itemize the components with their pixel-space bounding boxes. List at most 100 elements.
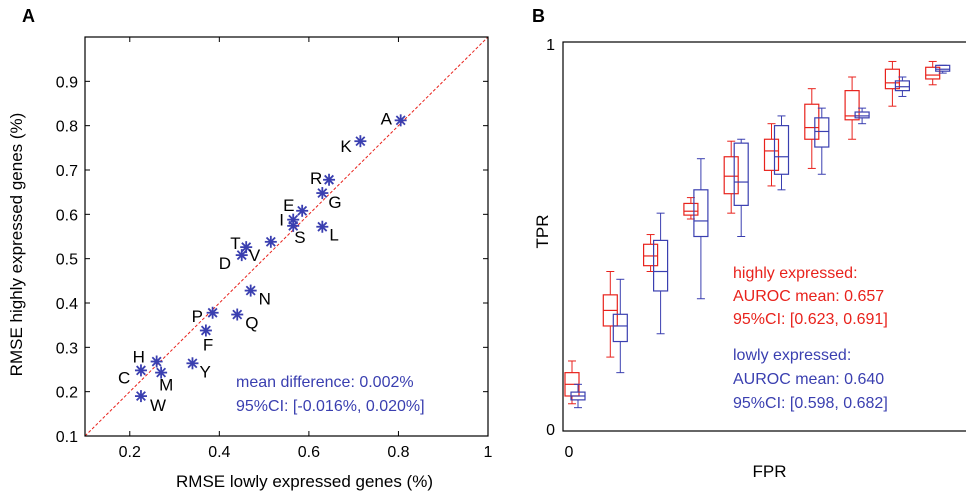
boxplot-lowly bbox=[733, 138, 749, 237]
legend-highly-title: highly expressed: bbox=[733, 265, 858, 282]
x-tick-label: 1 bbox=[484, 444, 493, 461]
y-axis-label-a: RMSE highly expressed genes (%) bbox=[7, 113, 26, 377]
point-label: F bbox=[203, 335, 213, 354]
point-label: C bbox=[118, 368, 130, 387]
point-label: V bbox=[249, 246, 261, 265]
scatter-points: A KRG EIS L TD V N P Q F HC M Y W bbox=[118, 109, 407, 415]
boxplot-highly bbox=[564, 360, 580, 405]
y-tick-label: 1 bbox=[546, 37, 555, 54]
panel-label-a: A bbox=[22, 6, 35, 26]
y-axis-ticks-a: 0.1 0.2 0.3 0.4 0.5 0.6 0.7 0.8 0.9 bbox=[56, 74, 488, 446]
y-tick-label: 0.2 bbox=[56, 385, 78, 402]
y-tick-label: 0.6 bbox=[56, 207, 78, 224]
point-label: E bbox=[283, 196, 294, 215]
data-point bbox=[244, 284, 257, 297]
x-axis-label-b: FPR bbox=[753, 462, 787, 481]
data-point bbox=[354, 135, 367, 148]
boxplot-lowly bbox=[773, 115, 790, 191]
point-label: R bbox=[310, 169, 322, 188]
point-label: D bbox=[219, 254, 231, 273]
point-label: G bbox=[328, 193, 341, 212]
y-tick-label: 0.9 bbox=[56, 74, 78, 91]
point-label: A bbox=[381, 109, 393, 128]
boxplot-highly bbox=[804, 88, 820, 169]
boxplots bbox=[564, 60, 951, 409]
data-point bbox=[287, 219, 300, 232]
plot-frame-b bbox=[562, 41, 966, 432]
identity-line bbox=[84, 36, 489, 437]
point-label: T bbox=[230, 234, 240, 253]
boxplot-highly bbox=[683, 197, 699, 220]
y-tick-label: 0.3 bbox=[56, 340, 78, 357]
point-label: P bbox=[192, 307, 203, 326]
point-label: Q bbox=[245, 314, 258, 333]
boxplot-highly bbox=[642, 234, 659, 273]
boxplot-lowly bbox=[693, 158, 709, 300]
point-label: M bbox=[159, 376, 173, 395]
x-tick-label: 0.8 bbox=[387, 444, 409, 461]
boxplot-highly bbox=[602, 271, 618, 358]
boxplot-lowly bbox=[652, 212, 669, 335]
point-label: S bbox=[294, 228, 305, 247]
boxplot-lowly bbox=[935, 64, 951, 74]
legend-highly-auroc: AUROC mean: 0.657 bbox=[733, 288, 884, 305]
y-tick-label: 0.4 bbox=[56, 296, 78, 313]
y-tick-label: 0.5 bbox=[56, 252, 78, 269]
point-label: L bbox=[329, 226, 338, 245]
annotation-confidence-interval: 95%CI: [-0.016%, 0.020%] bbox=[236, 398, 425, 415]
point-label: N bbox=[259, 290, 271, 309]
data-point bbox=[235, 249, 248, 262]
data-point bbox=[134, 390, 147, 403]
boxplot-highly bbox=[925, 60, 941, 86]
data-point bbox=[264, 235, 277, 248]
x-axis-label-a: RMSE lowly expressed genes (%) bbox=[176, 472, 433, 491]
data-point bbox=[199, 324, 212, 337]
plot-frame-a bbox=[84, 36, 489, 437]
x-axis-ticks-a: 0.2 0.4 0.6 0.8 1 bbox=[119, 37, 493, 461]
data-point bbox=[155, 366, 168, 379]
point-label: I bbox=[279, 211, 284, 230]
y-tick-label: 0.1 bbox=[56, 429, 78, 446]
point-label: Y bbox=[199, 362, 210, 381]
boxplot-lowly bbox=[612, 278, 628, 374]
point-label: W bbox=[150, 396, 166, 415]
axis-ticks-b: 00 1 bbox=[546, 37, 573, 461]
roc-boxplot-panel: 00 1 FPR TPR highly expressed: AUROC mean… bbox=[533, 37, 966, 481]
x-tick-label: 0.4 bbox=[208, 444, 230, 461]
legend-lowly-ci: 95%CI: [0.598, 0.682] bbox=[733, 395, 888, 412]
boxplot-lowly bbox=[814, 107, 830, 175]
data-point bbox=[394, 114, 407, 127]
boxplot-lowly bbox=[894, 76, 911, 97]
x-tick-label: 0.6 bbox=[298, 444, 320, 461]
data-point bbox=[240, 241, 253, 254]
data-point bbox=[316, 187, 329, 200]
data-point bbox=[150, 355, 163, 368]
x-tick-label: 0.2 bbox=[119, 444, 141, 461]
data-point bbox=[186, 357, 199, 370]
boxplot-lowly bbox=[570, 383, 586, 409]
data-point bbox=[134, 364, 147, 377]
point-label: H bbox=[133, 348, 145, 367]
boxplot-highly bbox=[884, 60, 901, 107]
boxplot-lowly bbox=[854, 107, 870, 125]
boxplot-highly bbox=[763, 123, 780, 187]
legend-lowly-title: lowly expressed: bbox=[733, 347, 851, 364]
y-tick-label: 0.7 bbox=[56, 163, 78, 180]
data-point bbox=[231, 308, 244, 321]
y-axis-label-b: TPR bbox=[533, 215, 552, 249]
annotation-mean-difference: mean difference: 0.002% bbox=[236, 374, 414, 391]
y-tick-label: 0.8 bbox=[56, 119, 78, 136]
x-tick-label: 0 bbox=[565, 444, 574, 461]
panel-label-b: B bbox=[532, 6, 545, 26]
legend-lowly-auroc: AUROC mean: 0.640 bbox=[733, 371, 884, 388]
data-point bbox=[206, 306, 219, 319]
point-label: K bbox=[340, 137, 352, 156]
y-tick-label: 0 bbox=[546, 422, 555, 439]
boxplot-highly bbox=[844, 76, 860, 140]
data-point bbox=[296, 204, 309, 217]
data-point bbox=[316, 220, 329, 233]
legend-highly-ci: 95%CI: [0.623, 0.691] bbox=[733, 311, 888, 328]
boxplot-highly bbox=[723, 140, 739, 214]
